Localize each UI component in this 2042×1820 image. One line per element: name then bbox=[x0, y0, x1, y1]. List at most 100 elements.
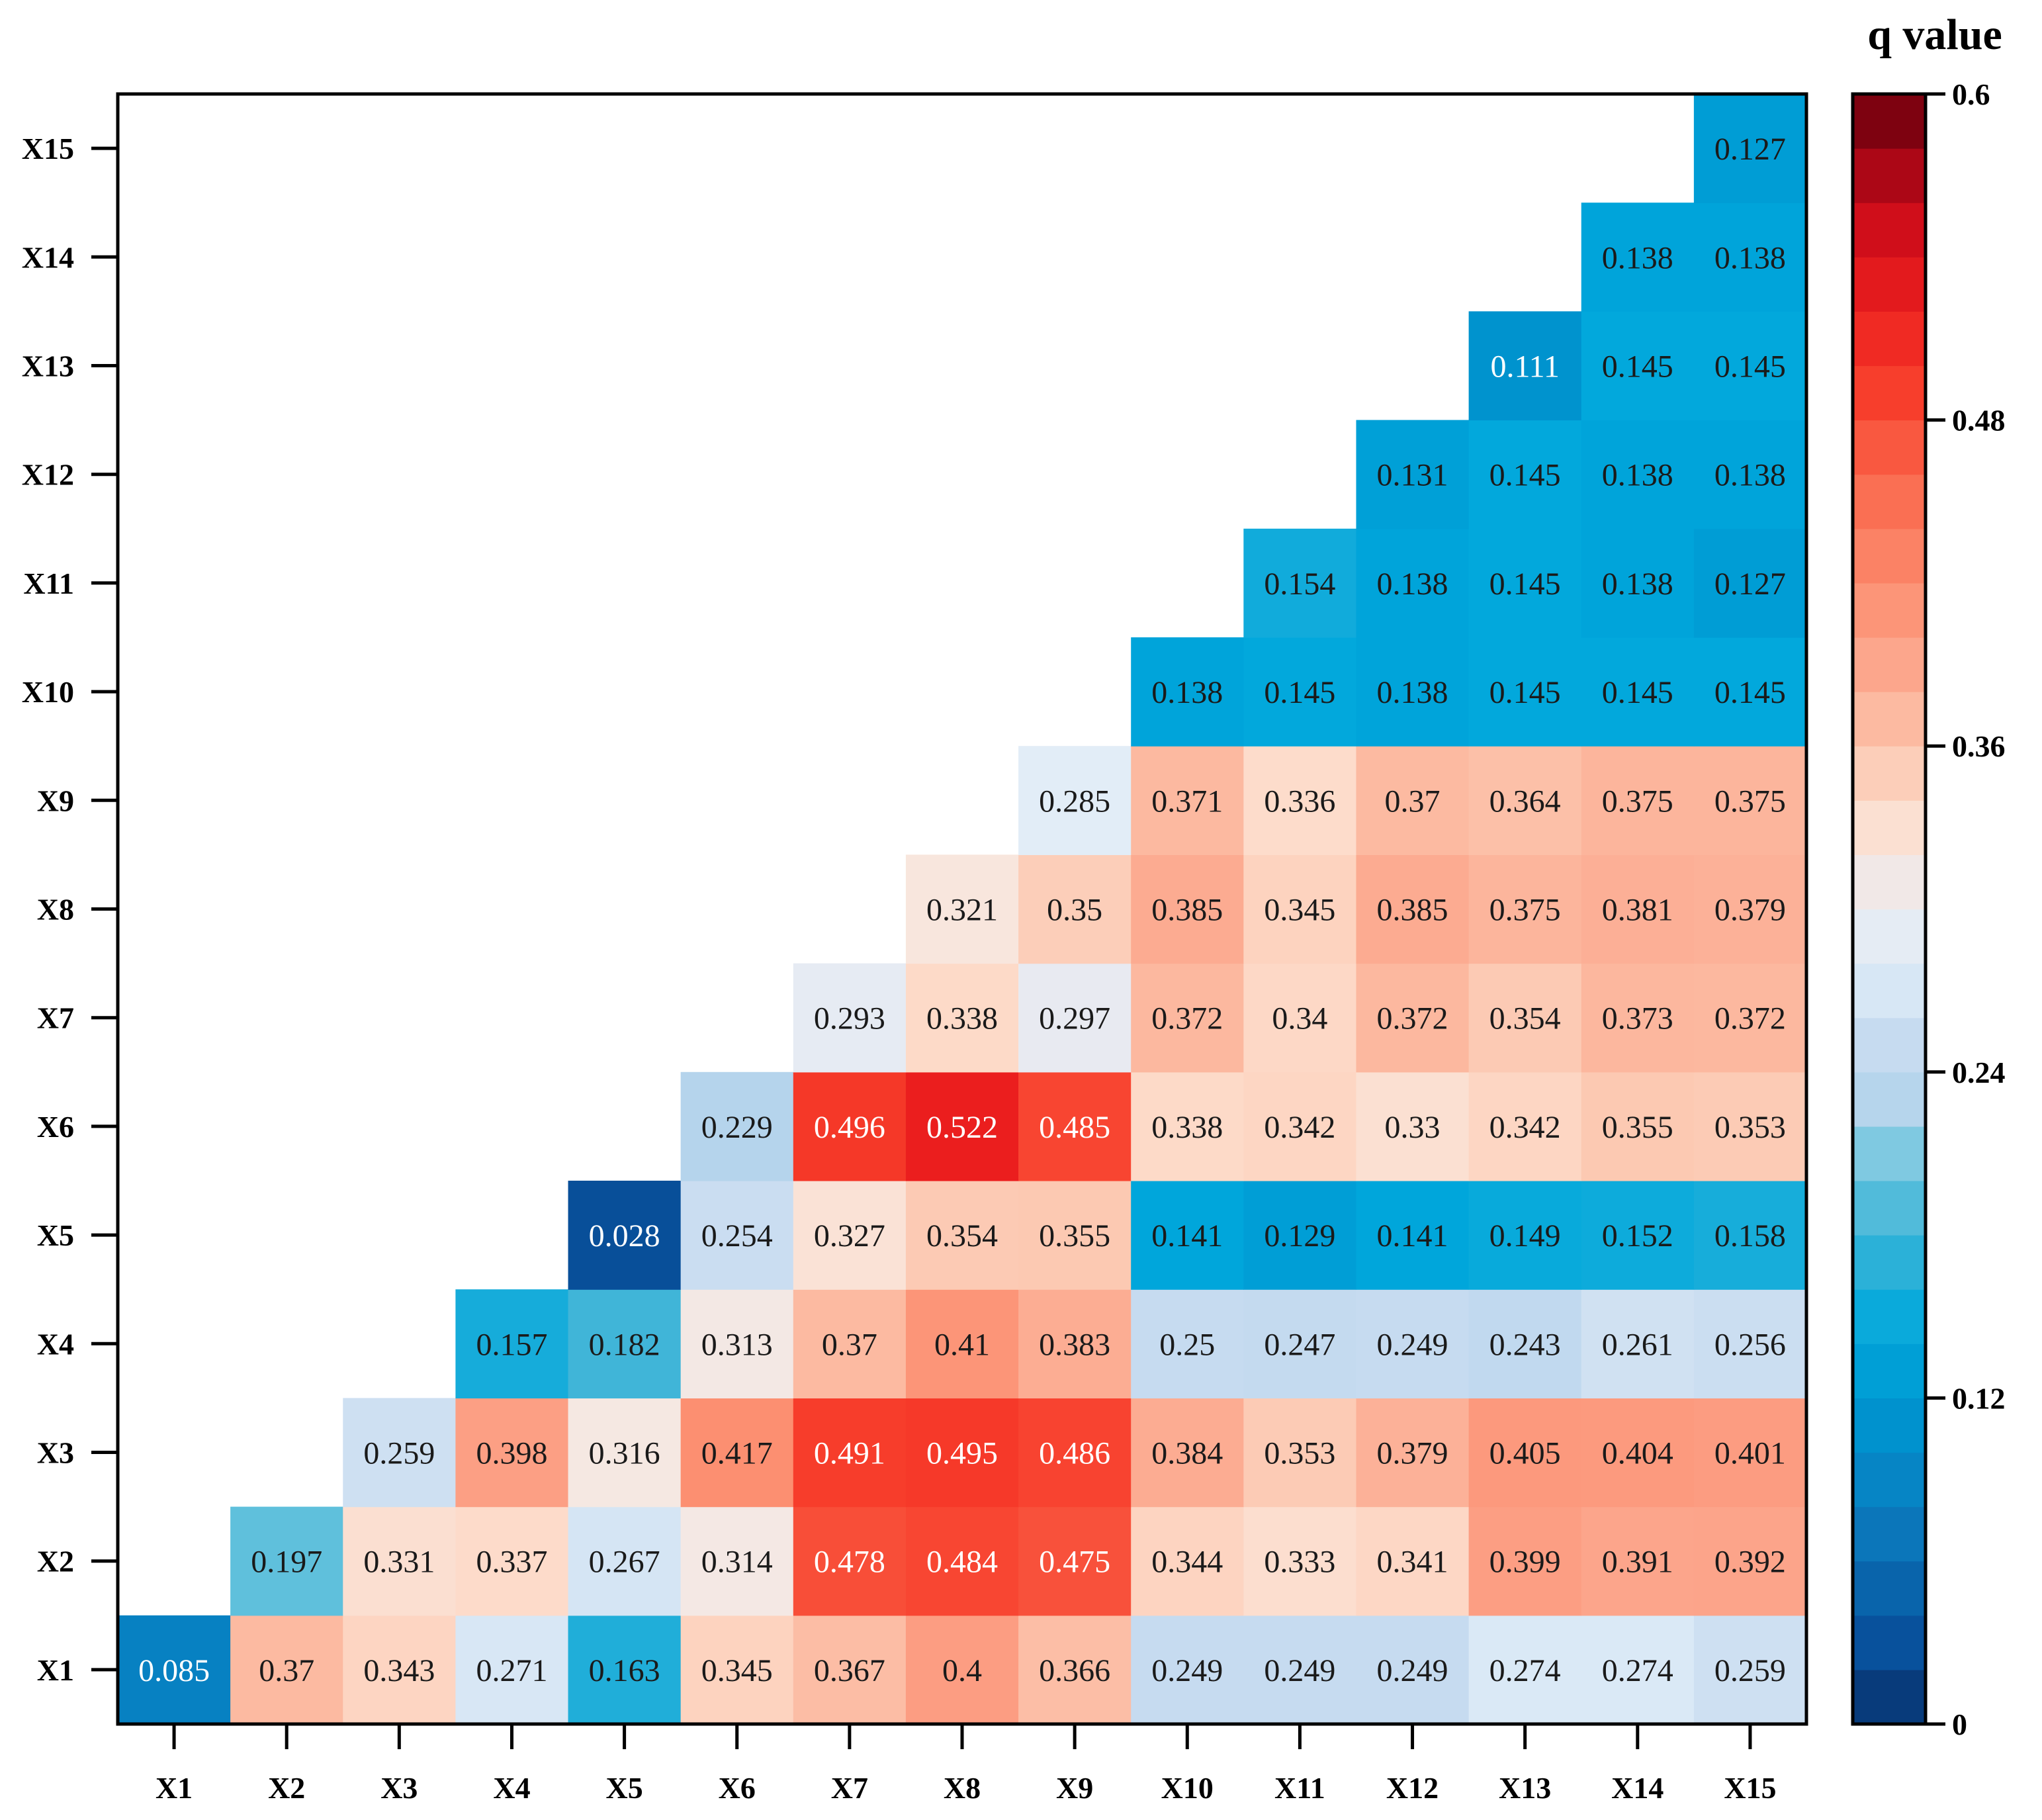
cell-value-X7-X12: 0.372 bbox=[1377, 1001, 1448, 1036]
heatmap-cell-X4-X4 bbox=[455, 1289, 569, 1398]
cell-value-X5-X15: 0.158 bbox=[1714, 1218, 1786, 1253]
x-tick-label-X11: X11 bbox=[1274, 1771, 1325, 1805]
heatmap-cell-X4-X8 bbox=[905, 1289, 1019, 1398]
cell-value-X14-X14: 0.138 bbox=[1602, 240, 1673, 275]
cell-value-X9-X12: 0.37 bbox=[1385, 784, 1441, 819]
cell-value-X9-X10: 0.371 bbox=[1151, 784, 1223, 819]
heatmap-cell-X3-X5 bbox=[568, 1398, 682, 1508]
heatmap-cell-X5-X9 bbox=[1018, 1181, 1132, 1290]
heatmap-cell-X5-X8 bbox=[905, 1181, 1019, 1290]
cell-value-X11-X13: 0.145 bbox=[1489, 567, 1561, 602]
cell-value-X8-X11: 0.345 bbox=[1264, 893, 1335, 928]
x-tick-label-X2: X2 bbox=[268, 1771, 305, 1805]
y-tick-label-X1: X1 bbox=[37, 1653, 74, 1687]
cell-value-X8-X12: 0.385 bbox=[1377, 893, 1448, 928]
cell-value-X6-X7: 0.496 bbox=[814, 1110, 885, 1145]
colorbar-band-6 bbox=[1853, 1343, 1926, 1398]
heatmap-cell-X4-X9 bbox=[1018, 1289, 1132, 1398]
heatmap-cell-X11-X12 bbox=[1356, 528, 1470, 638]
cell-value-X7-X14: 0.373 bbox=[1602, 1001, 1673, 1036]
heatmap-cell-X6-X6 bbox=[680, 1071, 794, 1181]
heatmap-cell-X12-X13 bbox=[1468, 420, 1582, 529]
heatmap-cell-X1-X2 bbox=[230, 1615, 343, 1725]
heatmap-cell-X9-X12 bbox=[1356, 746, 1470, 855]
heatmap-cell-X3-X8 bbox=[905, 1398, 1019, 1508]
heatmap-cell-X10-X15 bbox=[1693, 637, 1807, 747]
y-tick-label-X10: X10 bbox=[22, 675, 74, 709]
heatmap-cell-X2-X15 bbox=[1693, 1506, 1807, 1616]
heatmap-cell-X3-X3 bbox=[343, 1398, 456, 1508]
cell-value-X1-X7: 0.367 bbox=[814, 1653, 885, 1688]
cell-value-X1-X3: 0.343 bbox=[363, 1653, 435, 1688]
cell-value-X10-X11: 0.145 bbox=[1264, 675, 1335, 710]
cell-value-X8-X8: 0.321 bbox=[926, 893, 998, 928]
colorbar-band-9 bbox=[1853, 1181, 1926, 1236]
cell-value-X4-X13: 0.243 bbox=[1489, 1327, 1561, 1362]
cell-value-X5-X14: 0.152 bbox=[1602, 1218, 1673, 1253]
cell-value-X7-X8: 0.338 bbox=[926, 1001, 998, 1036]
colorbar-band-16 bbox=[1853, 800, 1926, 855]
heatmap-cell-X7-X10 bbox=[1131, 963, 1244, 1073]
cell-value-X12-X13: 0.145 bbox=[1489, 458, 1561, 493]
heatmap-cell-X11-X15 bbox=[1693, 528, 1807, 638]
heatmap-cell-X7-X7 bbox=[793, 963, 907, 1073]
cell-value-X8-X13: 0.375 bbox=[1489, 893, 1561, 928]
cell-value-X7-X15: 0.372 bbox=[1714, 1001, 1786, 1036]
cell-value-X6-X13: 0.342 bbox=[1489, 1110, 1561, 1145]
heatmap-cell-X7-X13 bbox=[1468, 963, 1582, 1073]
cell-value-X1-X11: 0.249 bbox=[1264, 1653, 1335, 1688]
colorbar-tick-label-0.36: 0.36 bbox=[1952, 729, 2006, 763]
heatmap-cell-X8-X9 bbox=[1018, 854, 1132, 964]
cell-value-X10-X12: 0.138 bbox=[1377, 675, 1448, 710]
cell-value-X6-X15: 0.353 bbox=[1714, 1110, 1786, 1145]
cell-value-X1-X14: 0.274 bbox=[1602, 1653, 1673, 1688]
heatmap-cell-X13-X14 bbox=[1581, 311, 1695, 421]
colorbar-band-21 bbox=[1853, 528, 1926, 584]
cell-value-X2-X4: 0.337 bbox=[476, 1545, 547, 1580]
cell-value-X3-X12: 0.379 bbox=[1377, 1436, 1448, 1471]
heatmap-cell-X5-X5 bbox=[568, 1181, 682, 1290]
heatmap-cell-X2-X2 bbox=[230, 1506, 343, 1616]
y-tick-label-X13: X13 bbox=[22, 349, 74, 383]
heatmap-cell-X4-X15 bbox=[1693, 1289, 1807, 1398]
cell-value-X6-X9: 0.485 bbox=[1039, 1110, 1110, 1145]
cell-value-X1-X5: 0.163 bbox=[589, 1653, 660, 1688]
x-axis: X1 X2 X3 X4 X5 X6 X7 X8 X9 X10 X11 X12 X13 X14 X15 bbox=[155, 1724, 1777, 1805]
cell-value-X9-X14: 0.375 bbox=[1602, 784, 1673, 819]
cell-value-X11-X14: 0.138 bbox=[1602, 567, 1673, 602]
cell-value-X7-X11: 0.34 bbox=[1272, 1001, 1327, 1036]
cell-value-X5-X11: 0.129 bbox=[1264, 1218, 1335, 1253]
heatmap-cell-X2-X6 bbox=[680, 1506, 794, 1616]
cell-value-X5-X10: 0.141 bbox=[1151, 1218, 1223, 1253]
heatmap-cell-X1-X1 bbox=[118, 1615, 231, 1725]
heatmap-cell-X2-X11 bbox=[1243, 1506, 1357, 1616]
heatmap-cell-X8-X11 bbox=[1243, 854, 1357, 964]
cell-value-X3-X11: 0.353 bbox=[1264, 1436, 1335, 1471]
cell-value-X4-X6: 0.313 bbox=[701, 1327, 773, 1362]
y-tick-label-X7: X7 bbox=[37, 1001, 74, 1035]
cell-value-X15-X15: 0.127 bbox=[1714, 132, 1786, 167]
heatmap-cell-X13-X15 bbox=[1693, 311, 1807, 421]
x-tick-label-X8: X8 bbox=[944, 1771, 981, 1805]
cell-value-X2-X11: 0.333 bbox=[1264, 1545, 1335, 1580]
cell-value-X1-X9: 0.366 bbox=[1039, 1653, 1110, 1688]
heatmap-cell-X3-X6 bbox=[680, 1398, 794, 1508]
heatmap-cell-X4-X12 bbox=[1356, 1289, 1470, 1398]
cell-value-labels: 0.085 0.37 0.343 0.271 0.163 0.345 0.367 0.4 0.3… bbox=[138, 132, 1786, 1688]
heatmap-cell-X3-X11 bbox=[1243, 1398, 1357, 1508]
cell-value-X5-X13: 0.149 bbox=[1489, 1218, 1561, 1253]
cell-value-X5-X6: 0.254 bbox=[701, 1218, 773, 1253]
heatmap-cell-X2-X8 bbox=[905, 1506, 1019, 1616]
x-tick-label-X6: X6 bbox=[719, 1771, 756, 1805]
x-tick-label-X7: X7 bbox=[831, 1771, 868, 1805]
cell-value-X4-X5: 0.182 bbox=[589, 1327, 660, 1362]
heatmap-cell-X1-X10 bbox=[1131, 1615, 1244, 1725]
heatmap-cell-X5-X6 bbox=[680, 1181, 794, 1290]
colorbar-band-4 bbox=[1853, 1452, 1926, 1508]
heatmap-cell-X12-X15 bbox=[1693, 420, 1807, 529]
cell-value-X9-X15: 0.375 bbox=[1714, 784, 1786, 819]
cell-value-X1-X10: 0.249 bbox=[1151, 1653, 1223, 1688]
heatmap-cell-X6-X14 bbox=[1581, 1071, 1695, 1181]
colorbar-band-5 bbox=[1853, 1398, 1926, 1453]
cell-value-X13-X13: 0.111 bbox=[1490, 349, 1559, 385]
